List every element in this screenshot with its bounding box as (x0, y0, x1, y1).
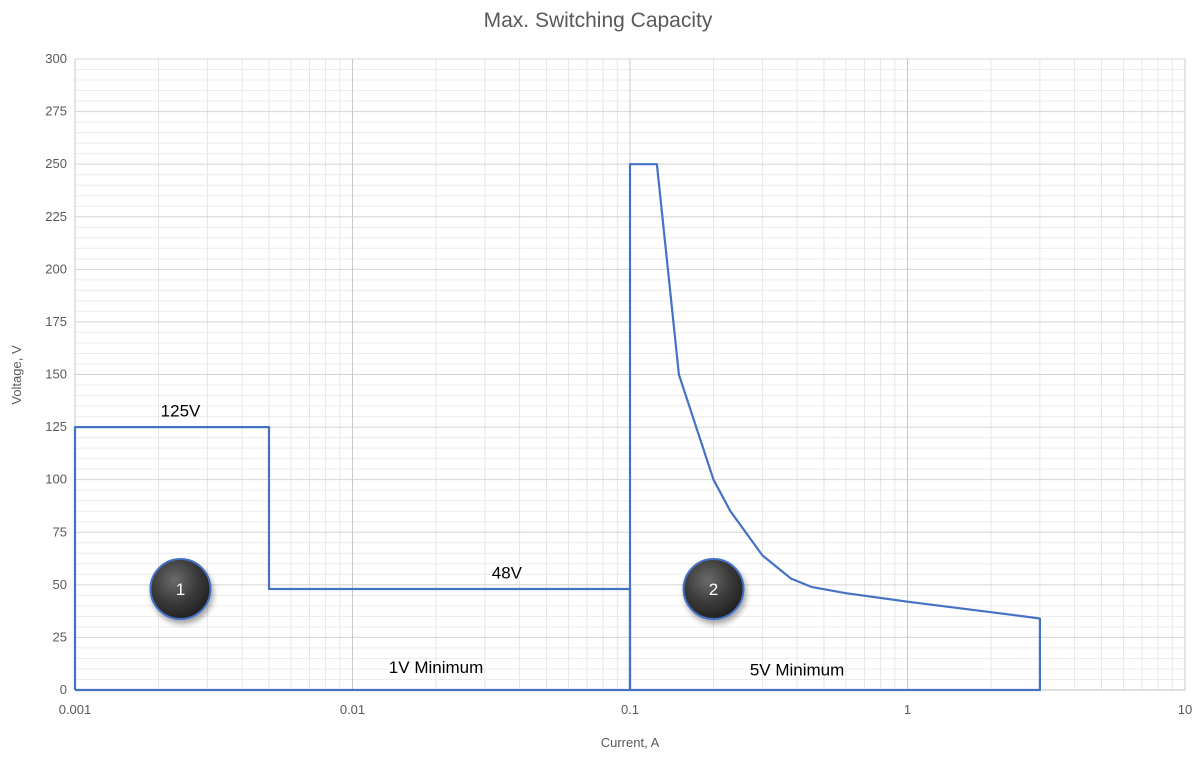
y-tick-label: 175 (45, 314, 67, 329)
region-marker-circle (149, 558, 212, 621)
annotation-label: 5V Minimum (750, 660, 844, 679)
y-tick-label: 275 (45, 104, 67, 119)
y-tick-label: 50 (53, 577, 67, 592)
y-tick-label: 200 (45, 261, 67, 276)
region-marker-2: 2 (682, 558, 745, 621)
x-tick-label: 0.01 (340, 702, 365, 717)
x-tick-label: 1 (904, 702, 911, 717)
y-tick-label: 150 (45, 367, 67, 382)
y-tick-label: 225 (45, 209, 67, 224)
region-marker-number: 2 (709, 580, 718, 599)
x-tick-label: 10 (1178, 702, 1192, 717)
y-axis-title: Voltage, V (9, 345, 24, 405)
x-axis-title: Current, A (601, 735, 660, 750)
y-tick-label: 125 (45, 419, 67, 434)
annotation-layer: 125V 48V 1V Minimum 5V Minimum (161, 402, 845, 680)
chart-title: Max. Switching Capacity (484, 9, 713, 32)
y-tick-label: 100 (45, 472, 67, 487)
x-tick-label: 0.1 (621, 702, 639, 717)
tick-labels: 0 25 50 75 100 125 150 175 200 225 250 275 300 0.001 0… (45, 51, 1192, 717)
series-line-2 (628, 163, 1042, 692)
y-tick-label: 0 (60, 682, 67, 697)
y-tick-label: 300 (45, 51, 67, 66)
annotation-label: 125V (161, 402, 201, 421)
region-marker-circle (682, 558, 745, 621)
y-tick-label: 25 (53, 629, 67, 644)
x-tick-label: 0.001 (59, 702, 92, 717)
region-marker-number: 1 (176, 580, 185, 599)
y-tick-label: 75 (53, 524, 67, 539)
region-marker-1: 1 (149, 558, 212, 621)
annotation-label: 1V Minimum (389, 658, 483, 677)
y-tick-label: 250 (45, 156, 67, 171)
series-layer (73, 163, 1042, 692)
annotation-label: 48V (492, 564, 523, 583)
